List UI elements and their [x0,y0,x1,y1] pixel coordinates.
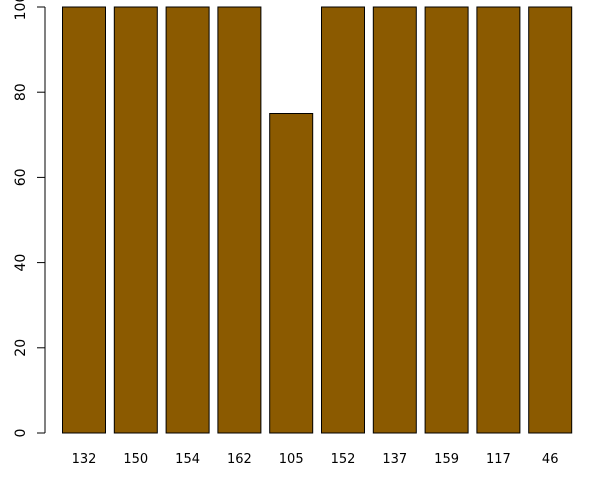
x-tick-label: 152 [331,452,356,467]
bar [424,6,469,434]
y-axis: 0 20 40 60 80 100 [13,0,46,438]
bar [62,6,106,434]
x-tick-label: 46 [542,452,559,467]
x-tick-label: 105 [279,452,304,467]
y-tick-label: 20 [13,339,29,357]
x-tick-label: 132 [72,452,97,467]
bar [269,113,314,434]
x-tick-label: 154 [175,452,200,467]
y-tick-label: 100 [13,0,29,20]
x-tick-label: 150 [123,452,148,467]
x-tick-label: 137 [382,452,407,467]
bar [113,6,158,434]
bars [62,6,573,434]
x-tick-label: 117 [486,452,511,467]
y-tick-label: 60 [13,168,29,186]
bar [528,6,573,434]
bar [372,6,417,434]
x-axis-labels: 132 150 154 162 105 152 137 159 117 46 [72,452,559,467]
y-tick-label: 0 [13,429,29,438]
x-tick-label: 159 [434,452,459,467]
bar [476,6,521,434]
bar [165,6,210,434]
x-tick-label: 162 [227,452,252,467]
y-tick-label: 40 [13,254,29,272]
bar [217,6,262,434]
bar [321,6,365,434]
y-tick-label: 80 [13,83,29,101]
